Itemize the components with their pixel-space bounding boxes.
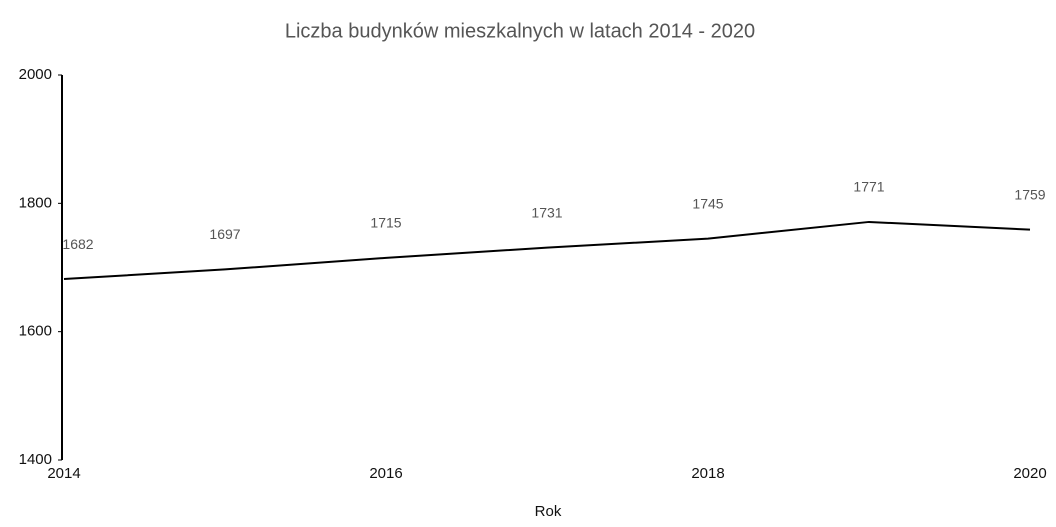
- data-label: 1715: [370, 215, 401, 231]
- data-label: 1731: [531, 204, 562, 220]
- x-tick-label: 2020: [1013, 465, 1046, 482]
- x-tick-label: 2016: [369, 465, 402, 482]
- x-tick-label: 2018: [691, 465, 724, 482]
- data-label: 1759: [1014, 186, 1045, 202]
- x-axis-label: Rok: [535, 503, 562, 520]
- line: [63, 220, 1031, 281]
- y-tick-label: 1600: [19, 323, 52, 340]
- data-label: 1682: [62, 236, 93, 252]
- data-label: 1745: [692, 195, 723, 211]
- chart-title: Liczba budynków mieszkalnych w latach 20…: [285, 20, 755, 42]
- data-label: 1697: [209, 226, 240, 242]
- y-tick-label: 1400: [19, 451, 52, 468]
- x-tick-label: 2014: [47, 465, 80, 482]
- y-tick-label: 1800: [19, 194, 52, 211]
- y-tick-label: 2000: [19, 66, 52, 83]
- data-label: 1771: [853, 179, 884, 195]
